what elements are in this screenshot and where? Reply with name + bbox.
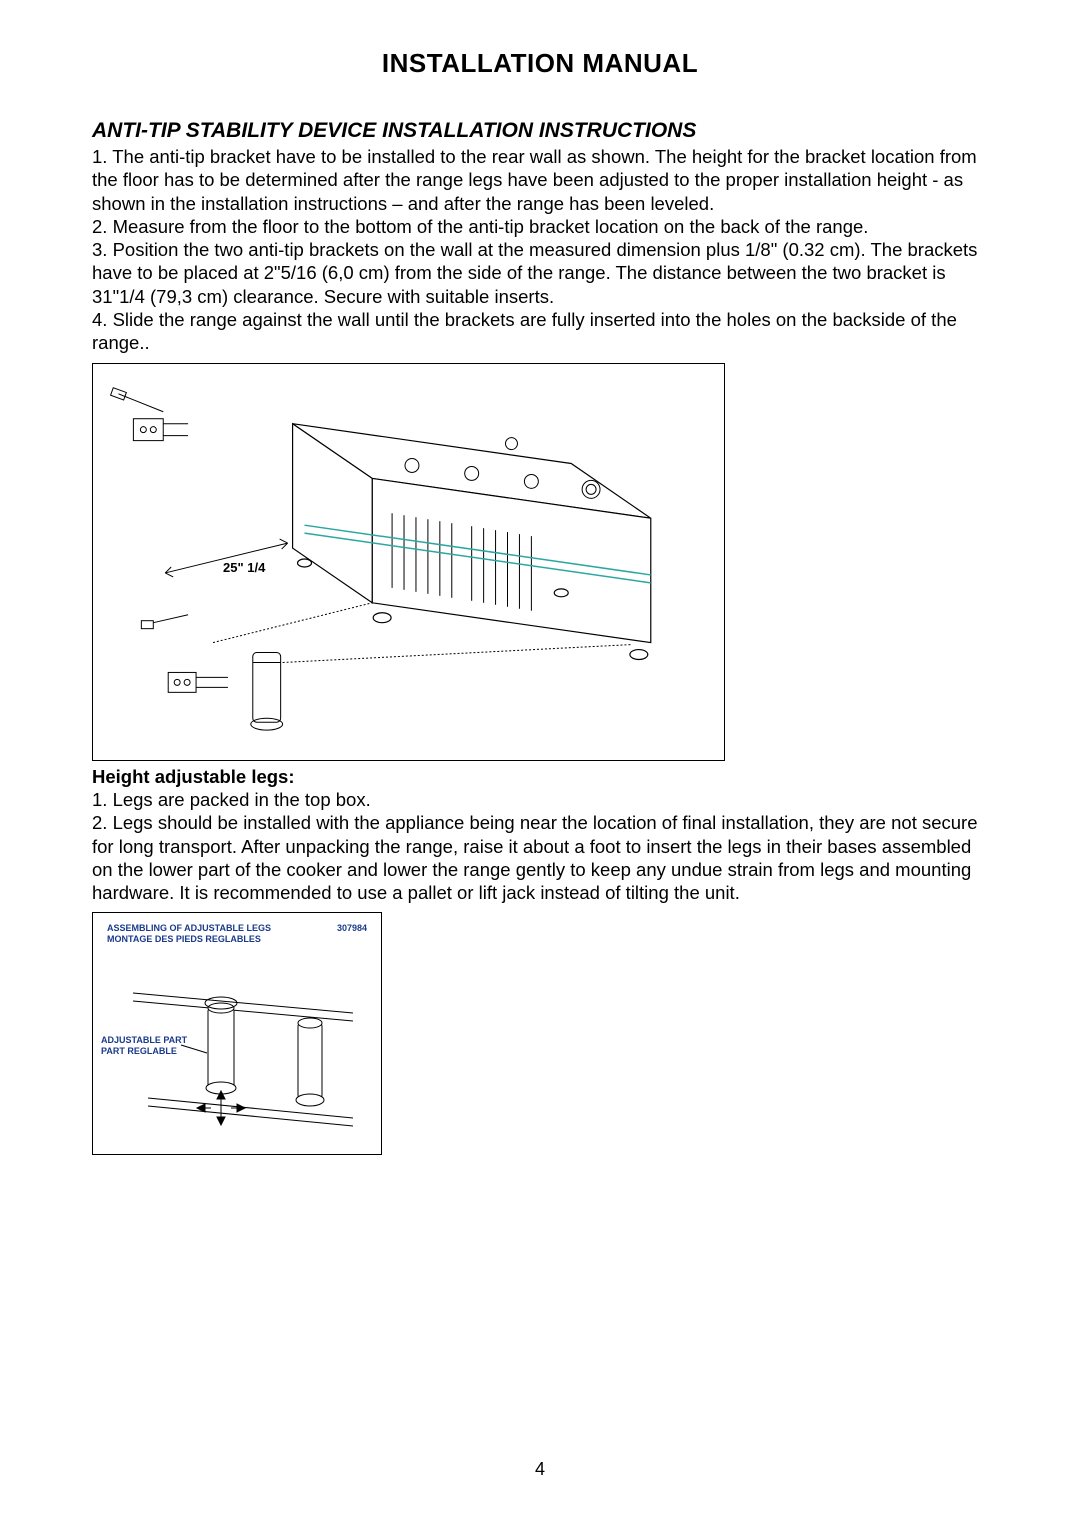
figure2-header-fr: MONTAGE DES PIEDS REGLABLES bbox=[107, 934, 261, 944]
section-anti-tip-p4: 4. Slide the range against the wall unti… bbox=[92, 308, 988, 355]
section-legs-heading: Height adjustable legs: bbox=[92, 765, 988, 788]
page-number: 4 bbox=[0, 1459, 1080, 1480]
figure2-sidelabel: ADJUSTABLE PART PART REGLABLE bbox=[101, 1035, 187, 1057]
figure-legs-diagram: ASSEMBLING OF ADJUSTABLE LEGS MONTAGE DE… bbox=[92, 912, 382, 1155]
figure2-header: ASSEMBLING OF ADJUSTABLE LEGS MONTAGE DE… bbox=[107, 923, 271, 945]
section-anti-tip-p3: 3. Position the two anti-tip brackets on… bbox=[92, 238, 988, 308]
figure1-dimension-label: 25" 1/4 bbox=[223, 560, 265, 575]
section-legs-p2: 2. Legs should be installed with the app… bbox=[92, 811, 988, 904]
anti-tip-svg bbox=[93, 364, 724, 760]
section-anti-tip-p1: 1. The anti-tip bracket have to be insta… bbox=[92, 145, 988, 215]
figure-anti-tip-diagram: 25" 1/4 bbox=[92, 363, 725, 761]
figure2-code: 307984 bbox=[337, 923, 367, 933]
figure2-side-fr: PART REGLABLE bbox=[101, 1046, 177, 1056]
figure2-side-en: ADJUSTABLE PART bbox=[101, 1035, 187, 1045]
figure2-header-en: ASSEMBLING OF ADJUSTABLE LEGS bbox=[107, 923, 271, 933]
section-anti-tip-p2: 2. Measure from the floor to the bottom … bbox=[92, 215, 988, 238]
section-legs-p1: 1. Legs are packed in the top box. bbox=[92, 788, 988, 811]
page-title: INSTALLATION MANUAL bbox=[92, 48, 988, 79]
section-anti-tip-heading: ANTI-TIP STABILITY DEVICE INSTALLATION I… bbox=[92, 119, 988, 143]
